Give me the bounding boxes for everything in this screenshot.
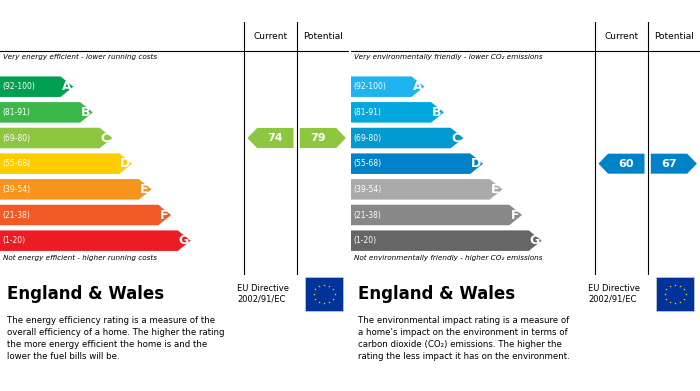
Polygon shape xyxy=(351,230,542,251)
Text: (39-54): (39-54) xyxy=(3,185,31,194)
Polygon shape xyxy=(351,128,463,148)
Polygon shape xyxy=(247,128,293,148)
Polygon shape xyxy=(351,179,503,200)
Text: (81-91): (81-91) xyxy=(354,108,382,117)
Polygon shape xyxy=(351,153,483,174)
Text: (92-100): (92-100) xyxy=(354,82,386,91)
Text: (39-54): (39-54) xyxy=(354,185,382,194)
Text: C: C xyxy=(452,131,461,145)
Text: (1-20): (1-20) xyxy=(3,236,26,245)
Polygon shape xyxy=(598,154,645,174)
Text: Energy Efficiency Rating: Energy Efficiency Rating xyxy=(5,5,168,18)
Polygon shape xyxy=(651,154,697,174)
Text: D: D xyxy=(471,157,481,170)
Text: A: A xyxy=(62,80,71,93)
Text: The energy efficiency rating is a measure of the
overall efficiency of a home. T: The energy efficiency rating is a measur… xyxy=(7,316,225,361)
Text: EU Directive
2002/91/EC: EU Directive 2002/91/EC xyxy=(588,284,640,304)
Text: Potential: Potential xyxy=(654,32,694,41)
Text: C: C xyxy=(101,131,110,145)
Polygon shape xyxy=(0,230,190,251)
Polygon shape xyxy=(0,179,151,200)
Text: England & Wales: England & Wales xyxy=(7,285,164,303)
Text: 74: 74 xyxy=(267,133,283,143)
Text: E: E xyxy=(140,183,148,196)
Text: (81-91): (81-91) xyxy=(3,108,31,117)
Polygon shape xyxy=(0,153,132,174)
Polygon shape xyxy=(0,76,74,97)
Text: Potential: Potential xyxy=(303,32,343,41)
Text: EU Directive
2002/91/EC: EU Directive 2002/91/EC xyxy=(237,284,289,304)
Polygon shape xyxy=(0,128,113,148)
Text: 60: 60 xyxy=(619,159,634,169)
Polygon shape xyxy=(351,205,522,225)
Text: Current: Current xyxy=(253,32,288,41)
Text: B: B xyxy=(432,106,442,119)
Text: (21-38): (21-38) xyxy=(354,210,382,219)
Polygon shape xyxy=(300,128,346,148)
Text: The environmental impact rating is a measure of
a home's impact on the environme: The environmental impact rating is a mea… xyxy=(358,316,570,361)
Text: F: F xyxy=(511,208,519,222)
Text: (55-68): (55-68) xyxy=(3,159,31,168)
Text: (69-80): (69-80) xyxy=(354,133,382,142)
Text: Not environmentally friendly - higher CO₂ emissions: Not environmentally friendly - higher CO… xyxy=(354,255,543,261)
Text: A: A xyxy=(412,80,422,93)
Text: 79: 79 xyxy=(310,133,326,143)
Text: (55-68): (55-68) xyxy=(354,159,382,168)
Polygon shape xyxy=(351,76,424,97)
Text: (1-20): (1-20) xyxy=(354,236,377,245)
Text: Current: Current xyxy=(604,32,638,41)
Text: G: G xyxy=(529,234,540,247)
Text: (92-100): (92-100) xyxy=(3,82,36,91)
Text: 67: 67 xyxy=(662,159,677,169)
Text: B: B xyxy=(81,106,90,119)
Text: F: F xyxy=(160,208,168,222)
Text: Environmental Impact (CO₂) Rating: Environmental Impact (CO₂) Rating xyxy=(356,5,589,18)
Text: Very environmentally friendly - lower CO₂ emissions: Very environmentally friendly - lower CO… xyxy=(354,54,543,60)
Text: G: G xyxy=(178,234,189,247)
Text: D: D xyxy=(120,157,130,170)
Text: (69-80): (69-80) xyxy=(3,133,31,142)
Text: England & Wales: England & Wales xyxy=(358,285,515,303)
Polygon shape xyxy=(0,205,171,225)
Polygon shape xyxy=(351,102,444,123)
Text: Very energy efficient - lower running costs: Very energy efficient - lower running co… xyxy=(4,54,158,60)
Polygon shape xyxy=(0,102,93,123)
Text: E: E xyxy=(491,183,500,196)
Text: Not energy efficient - higher running costs: Not energy efficient - higher running co… xyxy=(4,255,158,261)
Text: (21-38): (21-38) xyxy=(3,210,31,219)
